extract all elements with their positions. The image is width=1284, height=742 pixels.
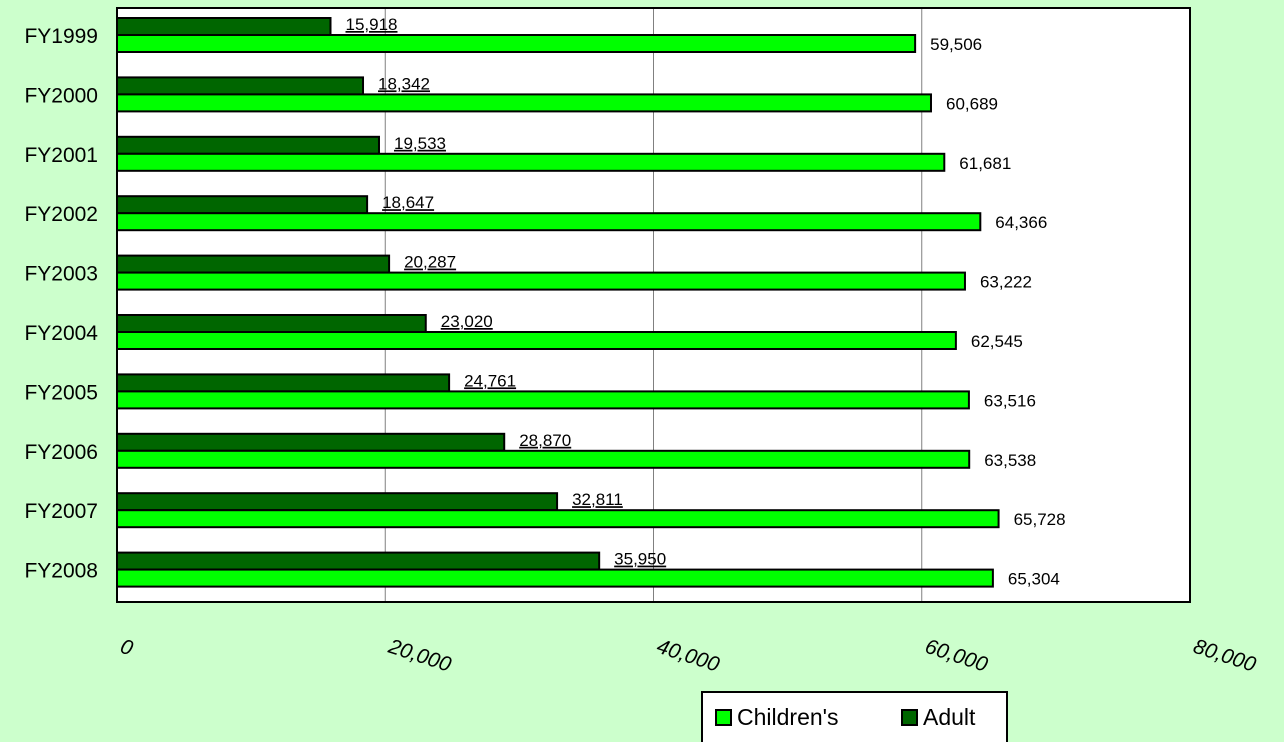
category-label-fy2007: FY2007 bbox=[24, 500, 98, 523]
adult-value-label-fy2001: 19,533 bbox=[394, 134, 446, 153]
children-s-bar-fy2002 bbox=[116, 212, 982, 232]
adult-value-label-fy2008: 35,950 bbox=[614, 550, 666, 569]
children-s-value-label-fy2005: 63,516 bbox=[984, 391, 1036, 410]
category-label-fy2002: FY2002 bbox=[24, 203, 98, 226]
x-tick-label-4: 80,000 bbox=[1190, 635, 1258, 677]
adult-value-label-fy2006: 28,870 bbox=[519, 431, 571, 450]
children-s-value-label-fy1999: 59,506 bbox=[930, 35, 982, 54]
children-s-bar-fy2006 bbox=[116, 449, 971, 469]
adult-bar-fy2008 bbox=[116, 551, 601, 571]
children-s-bar-fy2005 bbox=[116, 390, 970, 410]
children-s-value-label-fy2003: 63,222 bbox=[980, 273, 1032, 292]
children-s-bar-fy2008 bbox=[116, 568, 994, 588]
adult-value-label-fy2002: 18,647 bbox=[382, 193, 434, 212]
x-tick-label-3: 60,000 bbox=[922, 635, 990, 677]
category-label-fy2001: FY2001 bbox=[24, 144, 98, 167]
children-s-value-label-fy2006: 63,538 bbox=[984, 451, 1036, 470]
category-label-fy1999: FY1999 bbox=[24, 25, 98, 48]
adult-value-label-fy1999: 15,918 bbox=[346, 15, 398, 34]
legend-label-0: Children's bbox=[737, 704, 839, 730]
category-label-fy2003: FY2003 bbox=[24, 263, 98, 286]
category-label-fy2000: FY2000 bbox=[24, 84, 98, 107]
adult-value-label-fy2003: 20,287 bbox=[404, 253, 456, 272]
x-tick-label-0: 0 bbox=[117, 635, 136, 661]
legend-swatch-1 bbox=[901, 709, 918, 726]
adult-value-label-fy2000: 18,342 bbox=[378, 74, 430, 93]
adult-bar-fy2002 bbox=[116, 195, 369, 215]
children-s-value-label-fy2001: 61,681 bbox=[959, 154, 1011, 173]
adult-bar-fy2003 bbox=[116, 254, 391, 274]
children-s-bar-fy2000 bbox=[116, 93, 932, 113]
children-s-value-label-fy2004: 62,545 bbox=[971, 332, 1023, 351]
children-s-bar-fy2004 bbox=[116, 331, 957, 350]
x-tick-label-1: 20,000 bbox=[385, 635, 454, 677]
adult-bar-fy2006 bbox=[116, 432, 506, 452]
adult-value-label-fy2007: 32,811 bbox=[572, 490, 623, 509]
adult-bar-fy2000 bbox=[116, 76, 365, 96]
children-s-bar-fy2001 bbox=[116, 152, 946, 172]
category-label-fy2005: FY2005 bbox=[24, 381, 98, 404]
adult-value-label-fy2005: 24,761 bbox=[464, 371, 516, 390]
category-label-fy2008: FY2008 bbox=[24, 560, 98, 583]
adult-bar-fy2001 bbox=[116, 135, 380, 155]
adult-bar-fy2007 bbox=[116, 492, 559, 512]
category-label-fy2004: FY2004 bbox=[24, 322, 98, 345]
category-label-fy2006: FY2006 bbox=[24, 441, 98, 464]
adult-value-label-fy2004: 23,020 bbox=[441, 312, 493, 331]
legend-swatch-0 bbox=[715, 709, 732, 726]
legend-label-1: Adult bbox=[923, 704, 976, 730]
plot-border bbox=[116, 7, 1191, 603]
x-tick-label-2: 40,000 bbox=[654, 635, 722, 677]
adult-bar-fy1999 bbox=[116, 17, 332, 36]
children-s-bar-fy2003 bbox=[116, 271, 966, 291]
adult-bar-fy2005 bbox=[116, 373, 451, 393]
children-s-value-label-fy2002: 64,366 bbox=[995, 213, 1047, 232]
children-s-value-label-fy2008: 65,304 bbox=[1008, 570, 1060, 589]
adult-bar-fy2004 bbox=[116, 314, 427, 333]
children-s-bar-fy2007 bbox=[116, 509, 1000, 529]
children-s-value-label-fy2007: 65,728 bbox=[1014, 510, 1066, 529]
legend bbox=[701, 691, 1008, 742]
children-s-bar-fy1999 bbox=[116, 34, 917, 53]
children-s-value-label-fy2000: 60,689 bbox=[946, 94, 998, 113]
